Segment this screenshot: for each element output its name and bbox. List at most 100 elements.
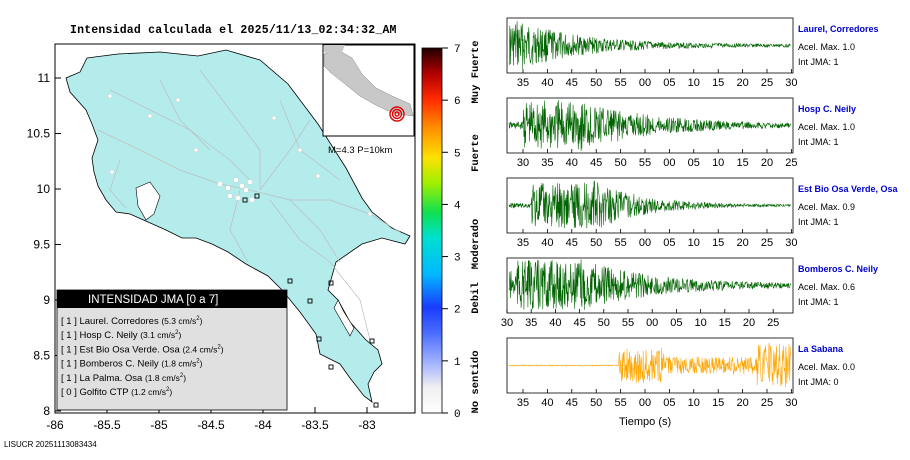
station-info: Est Bio Osa Verde, Osa Acel. Max. 0.9 Int … bbox=[798, 184, 910, 227]
time-tick-label: 40 bbox=[566, 157, 578, 169]
station-marker bbox=[328, 280, 334, 286]
colorbar-tick-label: 1 bbox=[454, 357, 461, 369]
legend-row-station: Est Bio Osa Verde. Osa bbox=[79, 344, 182, 355]
time-tick-label: 05 bbox=[688, 157, 700, 169]
time-tick-label: 00 bbox=[639, 397, 651, 409]
seismogram-trace bbox=[508, 21, 791, 70]
intensity-colorbar: 7 6 5 4 3 2 1 0 Muy Fuerte Fuerte Moderado Debil No… bbox=[421, 40, 482, 421]
time-tick-label: 10 bbox=[688, 77, 700, 89]
legend-row-value: (3.1 cm/s bbox=[140, 330, 175, 340]
time-tick-label: 35 bbox=[517, 237, 529, 249]
time-tick-label: 55 bbox=[622, 317, 634, 329]
colorbar-tick-label: 5 bbox=[454, 148, 461, 160]
station-name: Est Bio Osa Verde, Osa bbox=[798, 184, 898, 194]
time-tick-label: 45 bbox=[590, 157, 602, 169]
legend-row-value: (2.4 cm/s bbox=[182, 344, 217, 354]
seismogram-panel: 35 40 45 50 55 00 05 10 15 20 25 30 bbox=[506, 177, 798, 249]
time-tick-label: 45 bbox=[566, 77, 578, 89]
colorbar-tick-label: 6 bbox=[454, 96, 461, 108]
time-tick-label: 15 bbox=[719, 317, 731, 329]
legend-row-unit-sup: 2 bbox=[175, 330, 179, 336]
lat-tick-label: 10 bbox=[37, 182, 51, 196]
station-markers bbox=[242, 193, 379, 408]
legend-row-value: (1.8 cm/s bbox=[145, 373, 180, 383]
station-name: Hosp C. Neily bbox=[798, 104, 857, 114]
station-info: La Sabana Acel. Max. 0.0 Int JMA: 0 bbox=[798, 344, 910, 387]
legend-row-value: (5.3 cm/s bbox=[161, 316, 196, 326]
costa-rica-landmass bbox=[65, 49, 411, 403]
legend-row-unit-sup: 2 bbox=[196, 359, 200, 365]
time-tick-label: 25 bbox=[761, 397, 773, 409]
colorbar-tick-label: 0 bbox=[454, 409, 461, 421]
seismogram-panel: 35 40 45 50 55 00 05 10 15 20 25 30 bbox=[506, 17, 798, 89]
colorbar-tick-label: 2 bbox=[454, 305, 461, 317]
station-marker bbox=[307, 298, 313, 304]
colorbar-tick-label: 4 bbox=[454, 200, 461, 212]
station-jma-intensity: Int JMA: 0 bbox=[798, 377, 839, 387]
lon-tick-label: -86 bbox=[46, 418, 64, 432]
time-tick-label: 55 bbox=[614, 77, 626, 89]
time-tick-label: 25 bbox=[761, 77, 773, 89]
seismogram-frame bbox=[506, 17, 794, 74]
legend-row-station: La Palma. Osa bbox=[79, 373, 144, 384]
legend-row-level: [ 0 ] bbox=[61, 387, 79, 398]
time-tick-label: 45 bbox=[566, 237, 578, 249]
time-tick-label: 30 bbox=[785, 77, 797, 89]
colorbar-category-label: Debil bbox=[470, 282, 482, 314]
latitude-axis: 11 10.5 10 9.5 9 8.5 8 bbox=[27, 71, 61, 418]
colorbar-category-label: Moderado bbox=[470, 219, 482, 269]
station-marker bbox=[369, 338, 375, 344]
station-jma-intensity: Int JMA: 1 bbox=[798, 217, 839, 227]
station-peak-accel: Acel. Max. 0.0 bbox=[798, 362, 856, 372]
station-peak-accel: Acel. Max. 1.0 bbox=[798, 122, 856, 132]
seismogram-panel: 30 35 40 45 50 55 00 05 10 15 20 25 bbox=[501, 257, 794, 329]
legend-row: [ 0 ] Golfito CTP (1.2 cm/s2) bbox=[61, 387, 172, 398]
time-tick-label: 50 bbox=[590, 397, 602, 409]
seismogram-panel: 30 35 40 45 50 55 00 05 10 15 20 25 bbox=[506, 97, 798, 169]
station-peak-accel: Acel. Max. 0.6 bbox=[798, 282, 856, 292]
colorbar-gradient bbox=[421, 47, 443, 414]
time-tick-label: 30 bbox=[785, 237, 797, 249]
legend-row-station: Golfito CTP bbox=[79, 387, 131, 398]
lon-tick-label: -83.5 bbox=[301, 418, 329, 432]
time-tick-label: 55 bbox=[639, 157, 651, 169]
legend-row-unit-sup: 2 bbox=[180, 373, 184, 379]
time-tick-label: 15 bbox=[712, 77, 724, 89]
lon-tick-label: -84 bbox=[254, 418, 272, 432]
legend-row-unit-sup: 2 bbox=[196, 316, 200, 322]
colorbar-category-label: No sentido bbox=[470, 350, 482, 413]
inset-magnitude-label: M=4.3 P=10km bbox=[328, 145, 393, 156]
lon-tick-label: -85.5 bbox=[93, 418, 121, 432]
seismogram-panels: 35 40 45 50 55 00 05 10 15 20 25 30 30 35 40 45 50 55 00 05… bbox=[501, 17, 798, 409]
time-tick-label: 10 bbox=[688, 237, 700, 249]
legend-row-station: Bomberos C. Neily bbox=[79, 359, 161, 370]
legend-row: [ 1 ] La Palma. Osa (1.8 cm/s2) bbox=[61, 373, 186, 384]
time-tick-label: 35 bbox=[517, 397, 529, 409]
lat-tick-label: 8 bbox=[43, 404, 50, 418]
legend-row-level: [ 1 ] bbox=[61, 330, 79, 341]
station-info: Hosp C. Neily Acel. Max. 1.0 Int JMA: 1 bbox=[798, 104, 910, 147]
time-tick-label: 35 bbox=[541, 157, 553, 169]
legend-row-level: [ 1 ] bbox=[61, 373, 79, 384]
station-jma-intensity: Int JMA: 1 bbox=[798, 57, 839, 67]
page-title: Intensidad calculada el 2025/11/13_02:34… bbox=[70, 24, 397, 37]
inset-map: M=4.3 P=10km bbox=[322, 44, 415, 156]
station-jma-intensity: Int JMA: 1 bbox=[798, 297, 839, 307]
legend-row-unit-sup: 2 bbox=[166, 387, 170, 393]
station-marker bbox=[316, 336, 322, 342]
time-tick-label: 05 bbox=[670, 317, 682, 329]
time-tick-label: 55 bbox=[614, 397, 626, 409]
legend-row: [ 1 ] Hosp C. Neily (3.1 cm/s2) bbox=[61, 330, 182, 341]
legend-row: [ 1 ] Laurel. Corredores (5.3 cm/s2) bbox=[61, 316, 203, 327]
time-tick-label: 10 bbox=[688, 397, 700, 409]
legend-header bbox=[57, 290, 287, 308]
longitude-axis: -86 -85.5 -85 -84.5 -84 -83.5 -83 bbox=[46, 407, 376, 432]
lon-tick-label: -83 bbox=[358, 418, 376, 432]
seismogram-trace bbox=[508, 259, 791, 310]
station-marker bbox=[287, 278, 293, 284]
legend-title: INTENSIDAD JMA [0 a 7] bbox=[88, 294, 218, 306]
legend-row-level: [ 1 ] bbox=[61, 316, 79, 327]
lat-tick-label: 11 bbox=[38, 71, 51, 85]
seismogram-trace bbox=[508, 180, 791, 229]
